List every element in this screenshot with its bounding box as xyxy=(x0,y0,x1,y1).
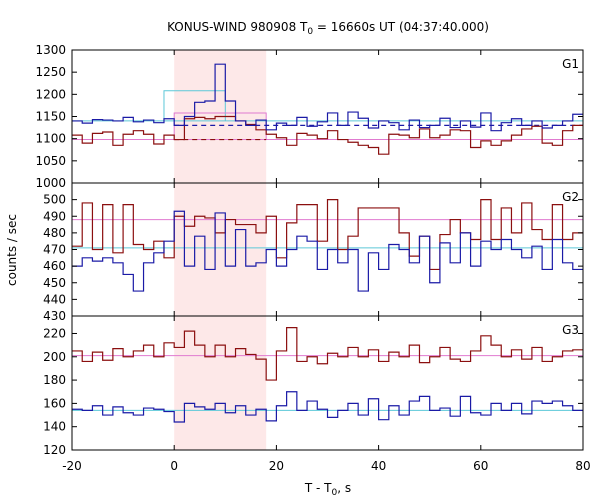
panel-g2: 430 440 450 460 470 480 490 500 G2 xyxy=(43,182,584,323)
y-tick-label: 120 xyxy=(43,443,66,457)
series-a-histogram xyxy=(72,391,583,423)
x-tick-label: 60 xyxy=(473,459,488,473)
series-a-histogram xyxy=(72,210,583,292)
panel-g1: 1000 1050 1100 1150 1200 1250 1300 G1 xyxy=(35,43,584,190)
x-tick-label: 20 xyxy=(269,459,284,473)
x-tick-label: 0 xyxy=(170,459,178,473)
panel-g3: 120 140 160 180 200 220 G3 xyxy=(43,315,584,457)
y-tick-label: 1100 xyxy=(35,132,66,146)
fit-box-1 xyxy=(163,90,226,121)
x-axis-label: T - T0, s xyxy=(304,481,351,498)
y-tick-label: 500 xyxy=(43,193,66,207)
y-tick-label: 450 xyxy=(43,276,66,290)
panel-frame xyxy=(71,315,584,451)
y-tick-label: 460 xyxy=(43,259,66,273)
series-b-histogram xyxy=(72,327,583,381)
panel-label: G3 xyxy=(562,323,579,337)
y-tick-label: 440 xyxy=(43,292,66,306)
chart-title: KONUS-WIND 980908 T0 = 16660s UT (04:37:… xyxy=(167,20,489,37)
y-tick-label: 160 xyxy=(43,396,66,410)
series-a-histogram xyxy=(72,63,583,132)
y-tick-label: 1200 xyxy=(35,87,66,101)
y-tick-label: 180 xyxy=(43,373,66,387)
y-tick-label: 1050 xyxy=(35,154,66,168)
shaded-interval xyxy=(174,183,267,316)
y-tick-label: 1300 xyxy=(35,43,66,57)
series-b-histogram xyxy=(72,115,583,155)
plot-area xyxy=(72,63,583,155)
series-b-histogram xyxy=(72,199,583,271)
x-tick-label: 80 xyxy=(575,459,590,473)
y-tick-label: 1250 xyxy=(35,65,66,79)
y-tick-label: 1000 xyxy=(35,176,66,190)
y-tick-label: 140 xyxy=(43,420,66,434)
shaded-interval xyxy=(174,316,267,450)
x-tick-label: 40 xyxy=(371,459,386,473)
y-axis-label: counts / sec xyxy=(5,214,19,286)
plot-area xyxy=(72,199,583,292)
y-tick-label: 490 xyxy=(43,209,66,223)
y-tick-label: 200 xyxy=(43,350,66,364)
y-tick-label: 220 xyxy=(43,326,66,340)
x-tick-label: -20 xyxy=(62,459,82,473)
y-tick-label: 1150 xyxy=(35,110,66,124)
panel-label: G2 xyxy=(562,190,579,204)
y-tick-label: 430 xyxy=(43,309,66,323)
plot-area xyxy=(72,327,583,423)
y-tick-label: 470 xyxy=(43,243,66,257)
panel-label: G1 xyxy=(562,57,579,71)
y-tick-label: 480 xyxy=(43,226,66,240)
